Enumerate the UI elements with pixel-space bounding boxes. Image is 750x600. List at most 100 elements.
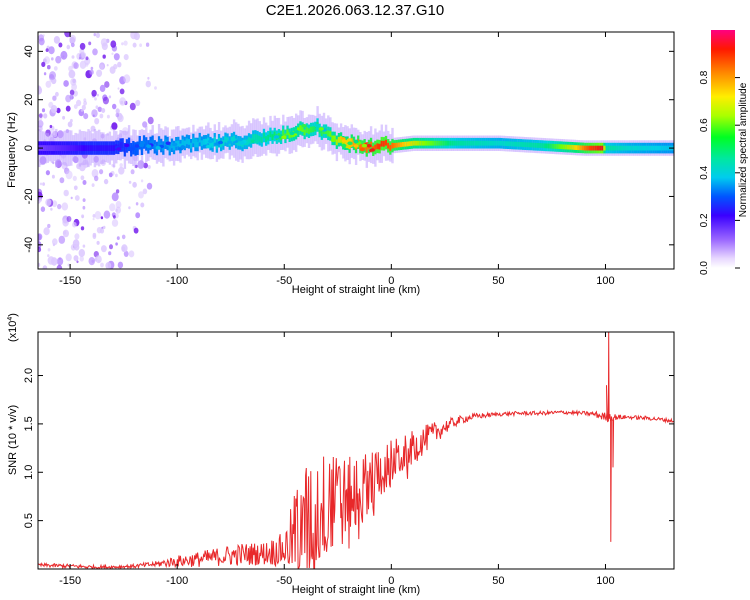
spectrogram-ridge-core: [663, 145, 666, 151]
spectrogram-ridge-core: [72, 145, 75, 151]
colorbar-label: Normalized spectral amplitude: [738, 82, 749, 217]
spectrogram-ridge-core: [157, 140, 161, 146]
spectrogram-noise-blob: [65, 253, 72, 262]
spectrogram-ridge-core: [333, 135, 336, 142]
spectrogram-noise-blob: [81, 104, 86, 111]
spectrogram-noise-blob: [40, 206, 46, 212]
spectrogram-noise-blob: [49, 71, 56, 80]
spectrogram-noise-blob: [123, 250, 129, 257]
spectrogram-ridge-peak: [227, 140, 233, 144]
spectrogram-noise-blob: [121, 42, 124, 46]
spectrogram-ridge-core: [145, 141, 148, 147]
colorbar-tick-label: 0.4: [699, 165, 710, 179]
spectrogram-noise-blob: [68, 69, 76, 79]
snr-y-ticks: 0.5 1.0 1.5 2.0: [23, 368, 674, 528]
spectrogram-ridge-core: [190, 142, 193, 149]
spectrogram-noise-blob: [102, 225, 106, 230]
spectrogram-ridge-core: [168, 145, 171, 152]
spectrogram-noise-blob: [50, 257, 58, 266]
spectrogram-ridge-core: [532, 142, 536, 148]
spectrogram-noise-blob: [82, 244, 86, 248]
spectrogram-ridge-core: [265, 136, 268, 142]
spectrogram-ridge-core: [286, 129, 289, 136]
spectrogram-ridge-core: [457, 140, 461, 146]
snr-scale-suffix: ): [7, 313, 19, 317]
spectrogram-noise-blob: [43, 113, 48, 119]
spectrogram-ridge-peak: [192, 138, 198, 143]
spectrogram-noise-blob: [110, 40, 117, 48]
spectrogram-noise-blob: [45, 48, 49, 52]
spectrogram-ridge-core: [335, 139, 339, 146]
spectrogram-ridge-core: [200, 140, 204, 147]
spectrogram-ridge-core: [631, 145, 634, 151]
spectrogram-ridge-core: [74, 145, 77, 151]
spectrogram-noise-blob: [113, 215, 116, 219]
spectrogram-ridge-core: [530, 142, 533, 148]
spectrogram-noise-blob: [73, 185, 78, 191]
spectrogram-ridge-core: [438, 140, 441, 146]
spectrogram-ridge-core: [477, 140, 480, 146]
spectrogram-ridge-core: [273, 131, 276, 138]
spectrogram-noise-blob: [47, 223, 51, 229]
spectrogram-noise-blob: [72, 175, 77, 181]
spectrogram-ridge-core: [380, 140, 383, 147]
spectrogram-ridge-core: [162, 145, 165, 151]
spectrogram-ridge-core: [112, 145, 116, 151]
spectrogram-ridge-peak: [345, 144, 351, 149]
snr-series-line: [38, 332, 674, 569]
spectrogram-noise-blob: [117, 114, 124, 123]
spectrogram-ridge-core: [554, 144, 557, 149]
spectrogram-ridge-peak: [318, 127, 324, 131]
spectrogram-ridge-core: [215, 143, 219, 149]
spectrogram-ridge-peak: [124, 143, 130, 148]
spectrogram-ridge-core: [573, 145, 576, 150]
spectrogram-ridge-peak: [281, 135, 287, 139]
spectrogram-ridge-core: [481, 140, 484, 146]
spectrogram-noise-blob: [83, 100, 87, 106]
spectrogram-ridge-core: [447, 140, 450, 146]
spectrogram-ridge-core: [517, 141, 521, 147]
spectrogram-ridge-peak: [180, 145, 186, 149]
spectrogram-x-tick-label: -50: [276, 275, 292, 287]
spectrogram-x-tick-label: -100: [166, 275, 188, 287]
spectrogram-ridge-core: [453, 140, 456, 146]
spectrogram-ridge-core: [61, 145, 64, 151]
spectrogram-noise-blob: [38, 246, 42, 253]
spectrogram-noise-blob: [70, 42, 75, 48]
spectrogram-ridge-core: [80, 145, 84, 151]
spectrogram-ridge-core: [637, 145, 640, 151]
spectrogram-noise-blob: [73, 62, 79, 69]
snr-x-label: Height of straight line (km): [292, 584, 420, 596]
spectrogram-ridge-core: [545, 143, 548, 149]
spectrogram-noise-blob: [52, 238, 58, 246]
colorbar-ticks: 0.0 0.2 0.4 0.6 0.8: [699, 70, 740, 275]
spectrogram-ridge-core: [55, 145, 58, 151]
spectrogram-ridge-core: [391, 142, 394, 149]
spectrogram-ridge-core: [406, 141, 409, 147]
spectrogram-noise-blob: [129, 102, 136, 111]
spectrogram-ridge-core: [271, 134, 274, 140]
spectrogram-ridge-core: [140, 145, 144, 152]
spectrogram-ridge-core: [288, 132, 291, 139]
spectrogram-noise-blob: [63, 80, 69, 87]
spectrogram-ridge-core: [462, 140, 465, 146]
spectrogram-ridge-core: [63, 145, 67, 151]
spectrogram-ridge-core: [468, 140, 471, 146]
spectrogram-ridge-core: [412, 140, 416, 146]
spectrogram-noise-blob: [41, 61, 46, 67]
spectrogram-noise-blob: [56, 107, 61, 114]
spectrogram-ridge-peak: [116, 147, 122, 151]
spectrogram-ridge-core: [614, 145, 617, 151]
spectrogram-noise-blob: [52, 95, 57, 101]
spectrogram-ridge-core: [618, 145, 621, 151]
spectrogram-ridge-core: [470, 140, 473, 146]
spectrogram-noise-blob: [133, 227, 139, 234]
spectrogram-noise-blob: [92, 48, 98, 56]
spectrogram-ridge-core: [83, 145, 86, 151]
spectrogram-noise-blob: [49, 124, 53, 129]
spectrogram-noise-blob: [38, 120, 44, 128]
spectrogram-ridge-core: [307, 128, 311, 135]
spectrogram-ridge-core: [511, 141, 514, 147]
spectrogram-noise-blob: [83, 113, 89, 120]
spectrogram-noise-blob: [38, 113, 43, 118]
